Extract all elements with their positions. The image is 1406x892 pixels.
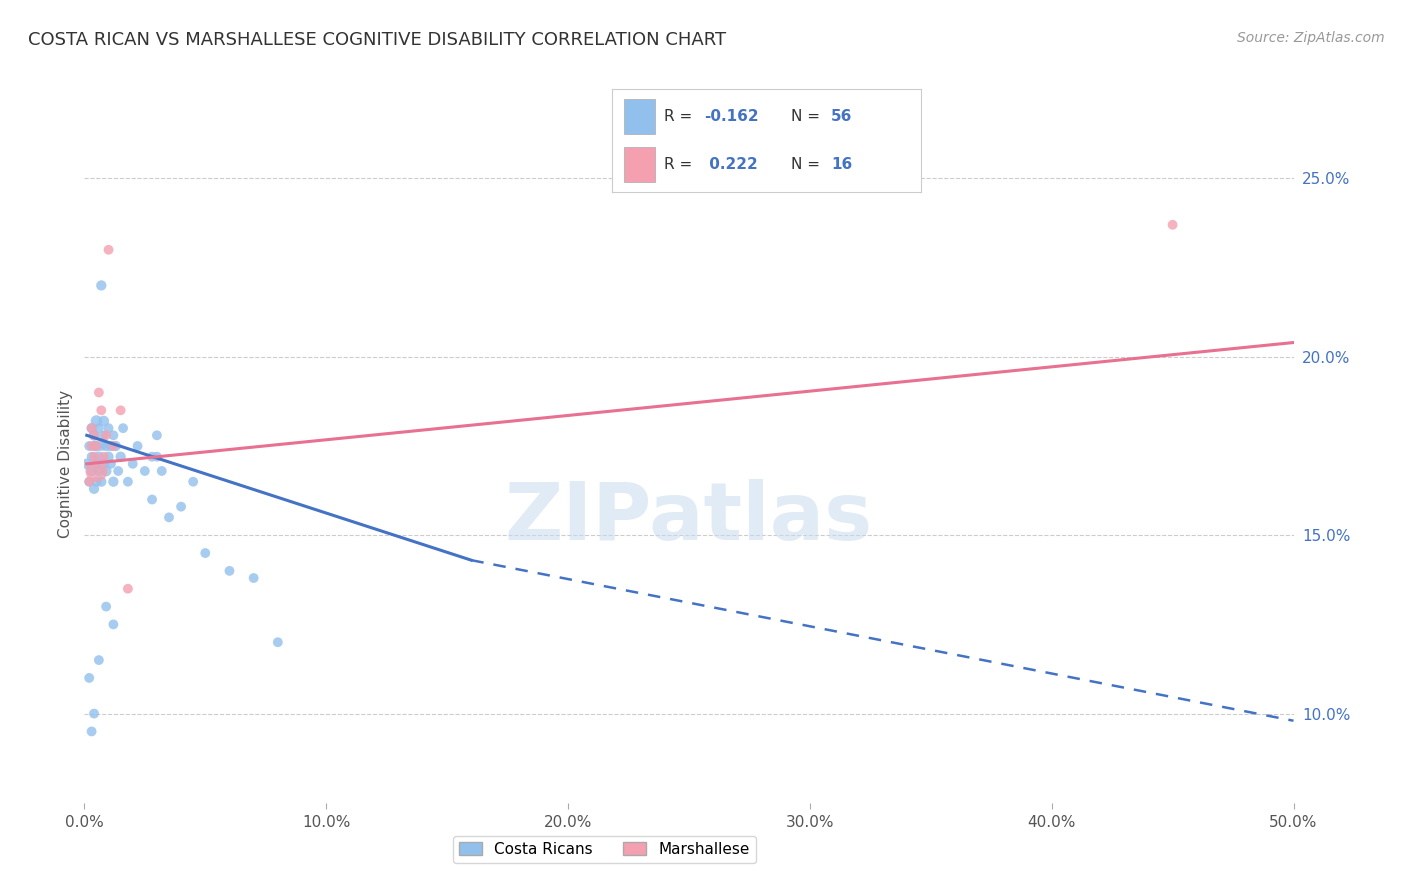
Point — [76, 457, 98, 471]
Point — [90, 403, 112, 417]
Point — [80, 450, 103, 464]
Text: -0.162: -0.162 — [704, 110, 759, 124]
Text: Source: ZipAtlas.com: Source: ZipAtlas.com — [1237, 31, 1385, 45]
Point — [141, 492, 163, 507]
Point — [86, 475, 108, 489]
Point — [242, 571, 264, 585]
Point — [86, 414, 108, 428]
Point — [110, 450, 132, 464]
Point — [77, 475, 100, 489]
Text: 0.222: 0.222 — [704, 157, 758, 171]
Text: N =: N = — [792, 110, 820, 124]
Point — [97, 421, 120, 435]
Point — [218, 564, 240, 578]
Point — [86, 439, 108, 453]
Point — [127, 439, 149, 453]
Point — [134, 464, 156, 478]
Point — [121, 457, 143, 471]
Point — [110, 403, 132, 417]
Point — [90, 439, 112, 453]
Point — [83, 706, 105, 721]
Point — [83, 439, 105, 453]
Point — [112, 421, 135, 435]
Point — [77, 475, 100, 489]
Point — [103, 439, 125, 453]
Point — [80, 421, 103, 435]
Point — [107, 464, 129, 478]
Point — [87, 450, 110, 464]
Point — [94, 428, 117, 442]
Point — [267, 635, 290, 649]
Point — [87, 385, 110, 400]
Point — [97, 450, 120, 464]
Point — [97, 243, 120, 257]
Point — [93, 457, 115, 471]
Point — [150, 464, 173, 478]
Point — [103, 475, 125, 489]
Point — [83, 450, 105, 464]
Point — [83, 428, 105, 442]
Y-axis label: Cognitive Disability: Cognitive Disability — [58, 390, 73, 538]
Point — [83, 482, 105, 496]
Point — [87, 421, 110, 435]
Point — [146, 450, 169, 464]
Point — [103, 617, 125, 632]
Point — [90, 475, 112, 489]
Point — [117, 582, 139, 596]
Point — [100, 457, 122, 471]
Text: 56: 56 — [831, 110, 852, 124]
Text: R =: R = — [664, 110, 692, 124]
Point — [157, 510, 180, 524]
Point — [87, 464, 110, 478]
Point — [80, 421, 103, 435]
Point — [94, 599, 117, 614]
Point — [104, 439, 127, 453]
Point — [170, 500, 193, 514]
Point — [103, 428, 125, 442]
Text: R =: R = — [664, 157, 692, 171]
Point — [194, 546, 217, 560]
Point — [141, 450, 163, 464]
Point — [93, 428, 115, 442]
Point — [77, 439, 100, 453]
Point — [100, 439, 122, 453]
FancyBboxPatch shape — [624, 99, 655, 135]
Text: N =: N = — [792, 157, 820, 171]
Point — [83, 428, 105, 442]
Point — [90, 278, 112, 293]
Point — [80, 464, 103, 478]
Point — [93, 414, 115, 428]
Point — [1161, 218, 1184, 232]
Point — [86, 464, 108, 478]
Point — [86, 457, 108, 471]
Point — [94, 464, 117, 478]
FancyBboxPatch shape — [624, 146, 655, 181]
Text: 16: 16 — [831, 157, 852, 171]
Legend: Costa Ricans, Marshallese: Costa Ricans, Marshallese — [453, 836, 756, 863]
Point — [86, 439, 108, 453]
Text: ZIPatlas: ZIPatlas — [505, 479, 873, 558]
Point — [80, 724, 103, 739]
Point — [146, 428, 169, 442]
Point — [117, 475, 139, 489]
Point — [94, 439, 117, 453]
Point — [87, 653, 110, 667]
Point — [93, 450, 115, 464]
Point — [77, 671, 100, 685]
Text: COSTA RICAN VS MARSHALLESE COGNITIVE DISABILITY CORRELATION CHART: COSTA RICAN VS MARSHALLESE COGNITIVE DIS… — [28, 31, 727, 49]
Point — [80, 439, 103, 453]
Point — [181, 475, 204, 489]
